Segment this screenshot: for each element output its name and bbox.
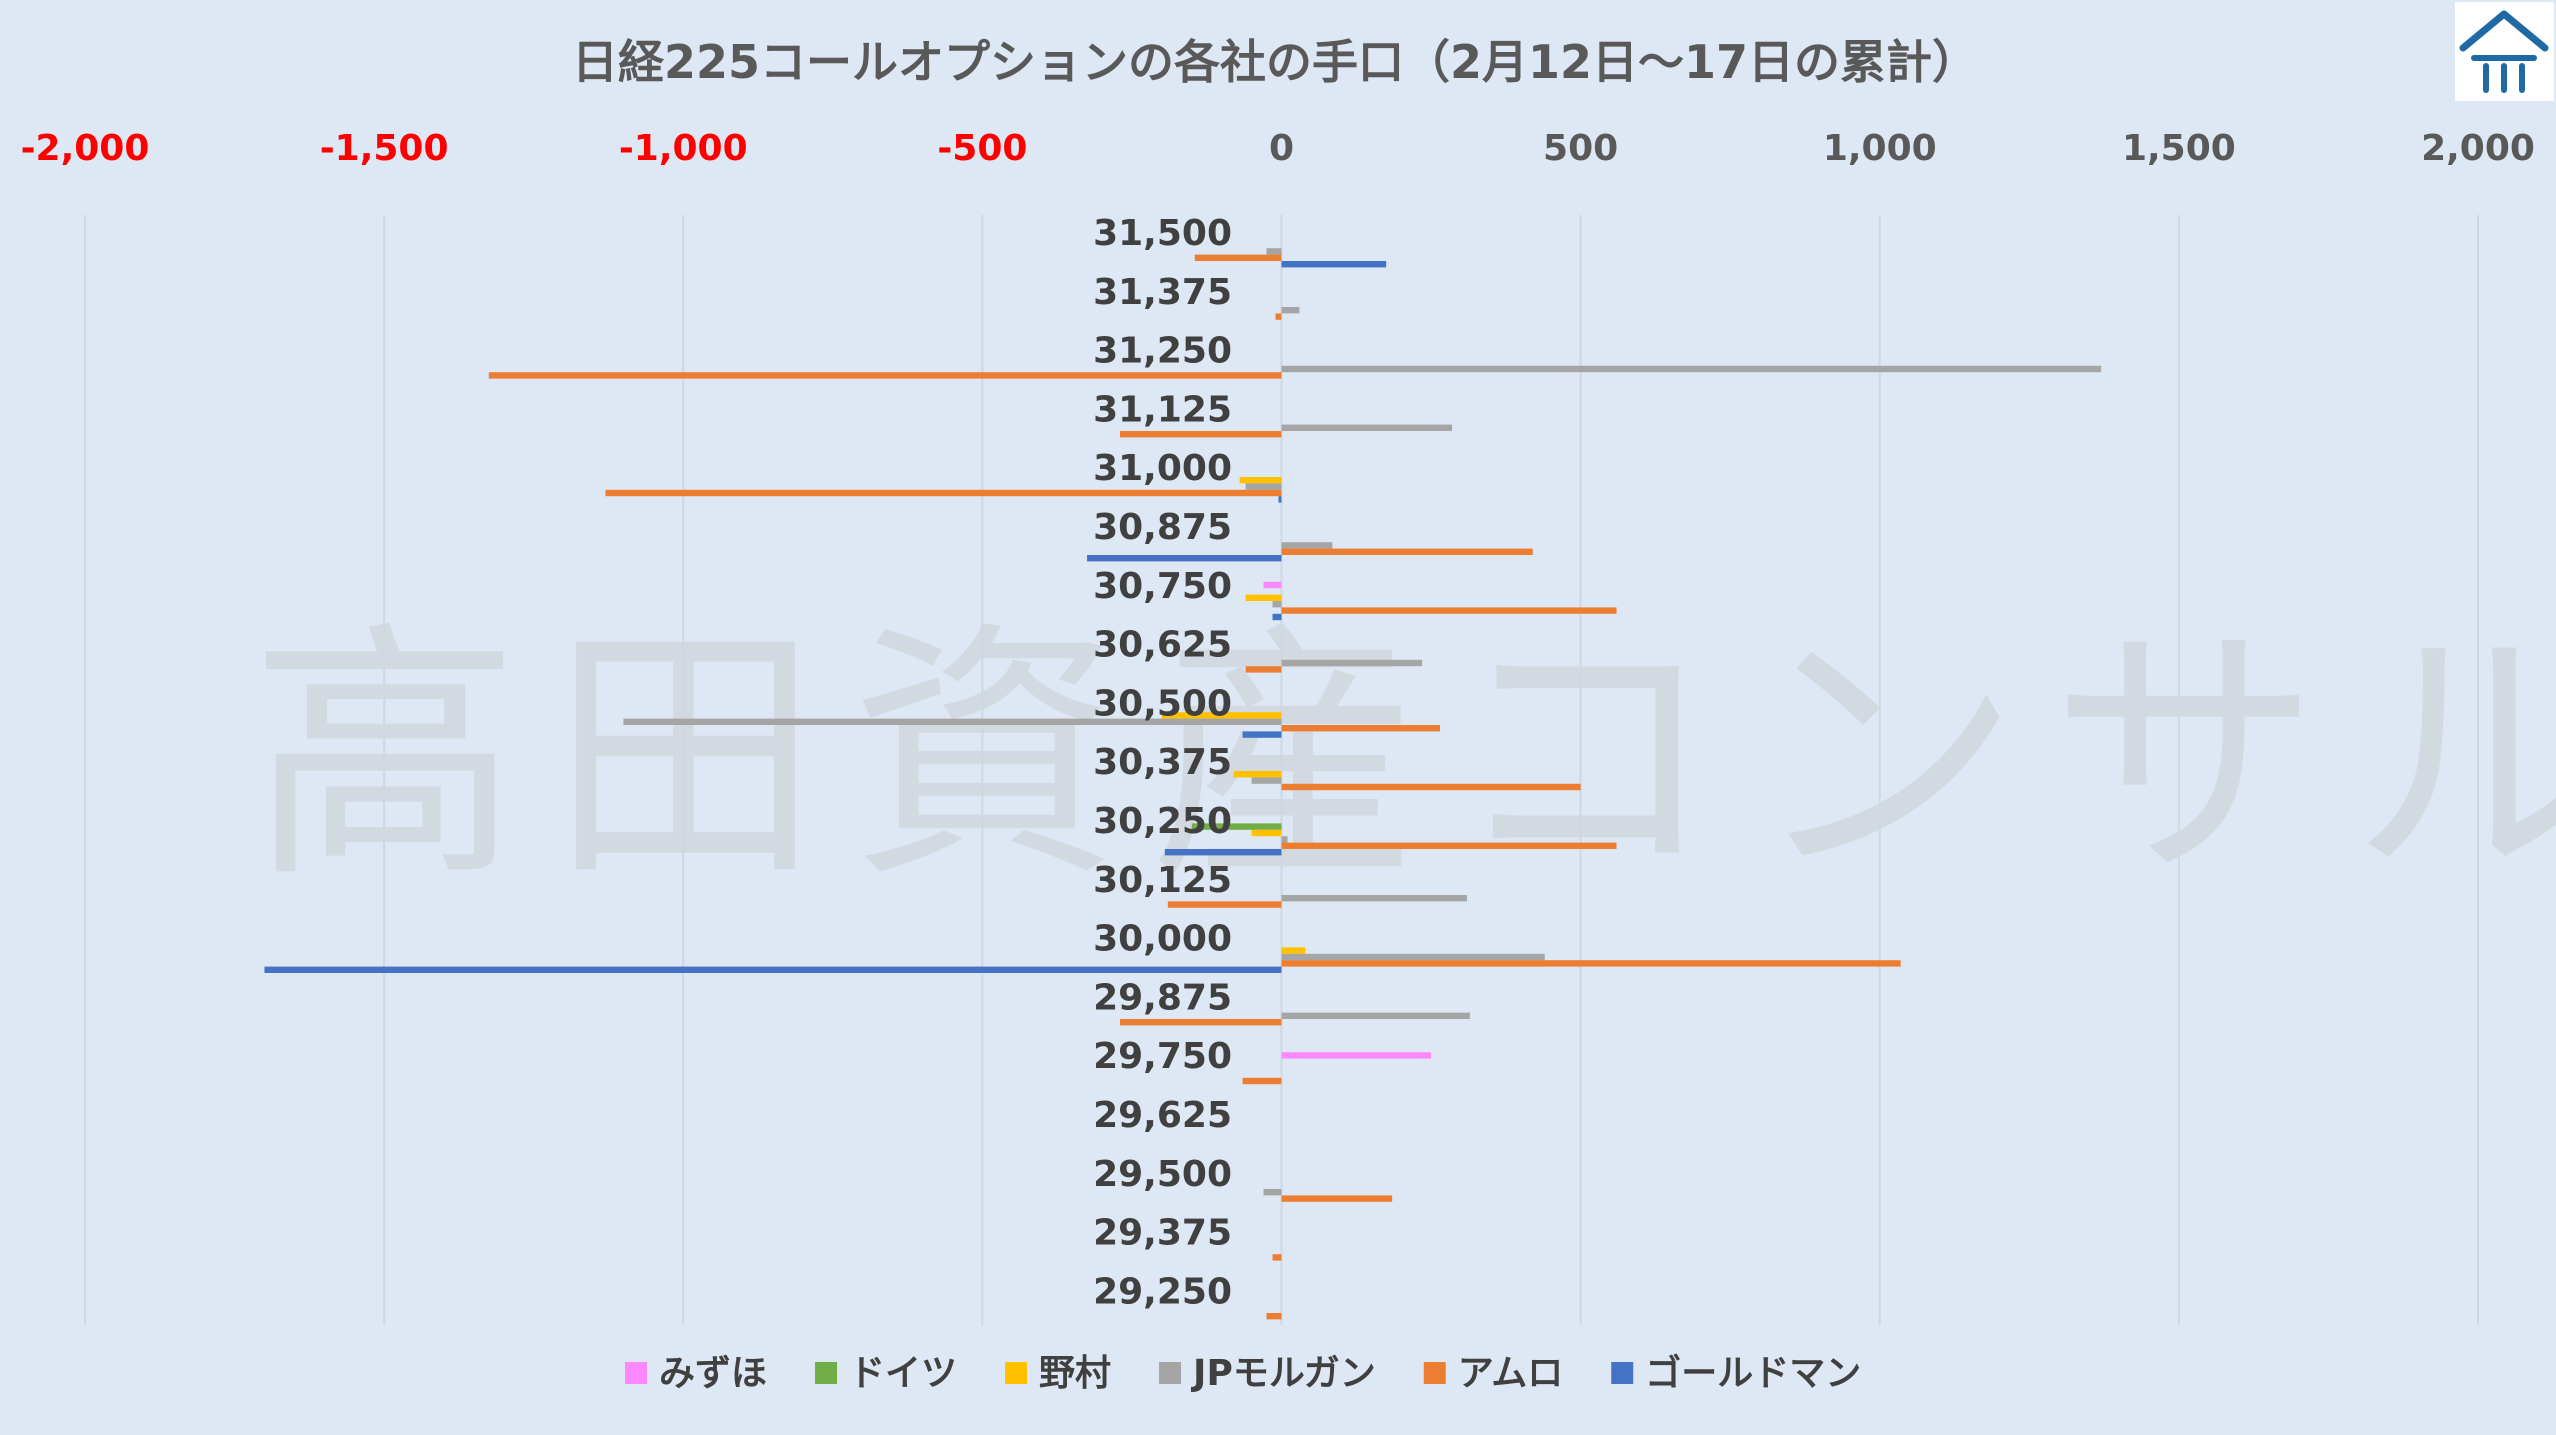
bar-4-10 xyxy=(1281,842,1617,849)
bar-4-3 xyxy=(1119,431,1282,438)
bar-5-12 xyxy=(264,966,1282,973)
x-tick-label: -1,500 xyxy=(320,128,449,169)
bar-3-1 xyxy=(1281,307,1300,314)
bar-3-13 xyxy=(1281,1012,1470,1019)
y-axis-labels: 31,500 31,375 31,250 31,125 31,000 30,875 30,7… xyxy=(1093,213,1232,1312)
bar-4-2 xyxy=(488,372,1282,379)
bar-3-6 xyxy=(1272,601,1282,608)
bar-4-4 xyxy=(605,489,1282,497)
legend-label: 野村 xyxy=(1039,1353,1111,1394)
bar-4-13 xyxy=(1119,1019,1282,1026)
y-category-label: 30,125 xyxy=(1093,860,1232,901)
legend-swatch xyxy=(1611,1362,1634,1384)
bar-2-8 xyxy=(1161,712,1282,719)
bar-4-0 xyxy=(1194,254,1282,261)
bar-4-11 xyxy=(1167,901,1282,908)
bar-5-4 xyxy=(1278,496,1282,503)
legend-swatch xyxy=(815,1362,838,1384)
bar-3-0 xyxy=(1266,248,1282,255)
bar-3-16 xyxy=(1263,1189,1282,1196)
bar-2-4 xyxy=(1239,477,1282,484)
bar-4-5 xyxy=(1281,548,1533,555)
y-category-label: 29,375 xyxy=(1093,1213,1232,1254)
bar-4-7 xyxy=(1245,666,1282,673)
bar-3-9 xyxy=(1251,777,1282,784)
x-tick-label: 0 xyxy=(1269,128,1294,169)
legend-label: みずほ xyxy=(659,1353,767,1394)
legend-swatch xyxy=(1005,1362,1028,1384)
bar-3-8 xyxy=(623,718,1282,725)
bar-0-6 xyxy=(1263,581,1282,589)
y-category-label: 31,375 xyxy=(1093,272,1232,313)
y-category-label: 31,000 xyxy=(1093,448,1232,489)
y-category-label: 29,875 xyxy=(1093,977,1232,1018)
y-category-label: 30,250 xyxy=(1093,801,1232,842)
y-category-label: 31,125 xyxy=(1093,389,1232,430)
bar-2-12 xyxy=(1281,947,1306,954)
bar-4-16 xyxy=(1281,1195,1393,1202)
chart-title: 日経225コールオプションの各社の手口（2月12日～17日の累計） xyxy=(572,35,1978,89)
bar-4-6 xyxy=(1281,607,1617,614)
x-axis-ticks: -2,000 -1,500 -1,000 -500 0 500 1,000 1,500 2,00… xyxy=(21,128,2535,169)
x-tick-label: 1,500 xyxy=(2122,128,2236,169)
y-category-label: 29,250 xyxy=(1093,1271,1232,1312)
bar-4-1 xyxy=(1275,313,1282,320)
bar-2-9 xyxy=(1233,771,1282,778)
legend-label: アムロ xyxy=(1458,1353,1563,1394)
x-tick-label: -1,000 xyxy=(619,128,748,169)
bar-4-18 xyxy=(1266,1313,1282,1320)
x-tick-label: 2,000 xyxy=(2421,128,2535,169)
logo xyxy=(2455,2,2554,101)
y-category-label: 31,500 xyxy=(1093,213,1232,254)
x-tick-label: 500 xyxy=(1543,128,1618,169)
bars xyxy=(264,248,2102,1320)
bar-2-6 xyxy=(1245,594,1282,601)
bar-5-5 xyxy=(1087,555,1282,562)
y-category-label: 30,625 xyxy=(1093,625,1232,666)
bar-3-3 xyxy=(1281,424,1453,431)
bar-4-17 xyxy=(1272,1254,1282,1261)
bar-1-10 xyxy=(1191,823,1282,830)
bar-5-10 xyxy=(1164,849,1282,856)
bar-4-9 xyxy=(1281,783,1581,791)
bar-4-8 xyxy=(1281,725,1441,732)
watermark-text: 高田資産コンサル xyxy=(250,599,2556,914)
y-category-label: 30,500 xyxy=(1093,683,1232,724)
y-category-label: 30,875 xyxy=(1093,507,1232,548)
legend-swatch xyxy=(625,1362,647,1384)
bar-5-6 xyxy=(1272,613,1282,621)
x-tick-label: -2,000 xyxy=(21,128,150,169)
bar-3-10 xyxy=(1281,836,1288,843)
bar-4-12 xyxy=(1281,960,1901,967)
y-category-label: 30,375 xyxy=(1093,742,1232,783)
house-roof-logo-icon xyxy=(2459,10,2549,93)
bar-5-0 xyxy=(1281,261,1387,268)
y-category-label: 30,000 xyxy=(1093,919,1232,960)
legend-swatch xyxy=(1159,1362,1182,1384)
bar-3-12 xyxy=(1281,953,1545,961)
bar-4-14 xyxy=(1242,1077,1282,1085)
y-category-label: 29,625 xyxy=(1093,1095,1232,1136)
y-category-label: 30,750 xyxy=(1093,566,1232,607)
legend: みずほ ドイツ 野村 JPモルガン アムロ ゴールドマン xyxy=(625,1352,1861,1394)
bar-3-5 xyxy=(1281,542,1333,549)
bar-3-4 xyxy=(1245,483,1282,490)
bar-5-8 xyxy=(1242,731,1282,738)
y-category-label: 29,750 xyxy=(1093,1036,1232,1077)
bar-3-7 xyxy=(1281,659,1423,667)
grid-lines xyxy=(84,215,2479,1325)
x-tick-label: -500 xyxy=(937,128,1027,169)
legend-label: ドイツ xyxy=(849,1353,957,1394)
x-tick-label: 1,000 xyxy=(1823,128,1937,169)
legend-swatch xyxy=(1423,1362,1446,1384)
y-category-label: 29,500 xyxy=(1093,1154,1232,1195)
y-category-label: 31,250 xyxy=(1093,331,1232,372)
bar-3-2 xyxy=(1281,365,2102,373)
legend-label: JPモルガン xyxy=(1190,1353,1376,1394)
bar-3-11 xyxy=(1281,895,1467,902)
legend-label: ゴールドマン xyxy=(1645,1352,1861,1394)
bar-0-14 xyxy=(1281,1052,1432,1059)
bar-2-10 xyxy=(1251,829,1282,837)
